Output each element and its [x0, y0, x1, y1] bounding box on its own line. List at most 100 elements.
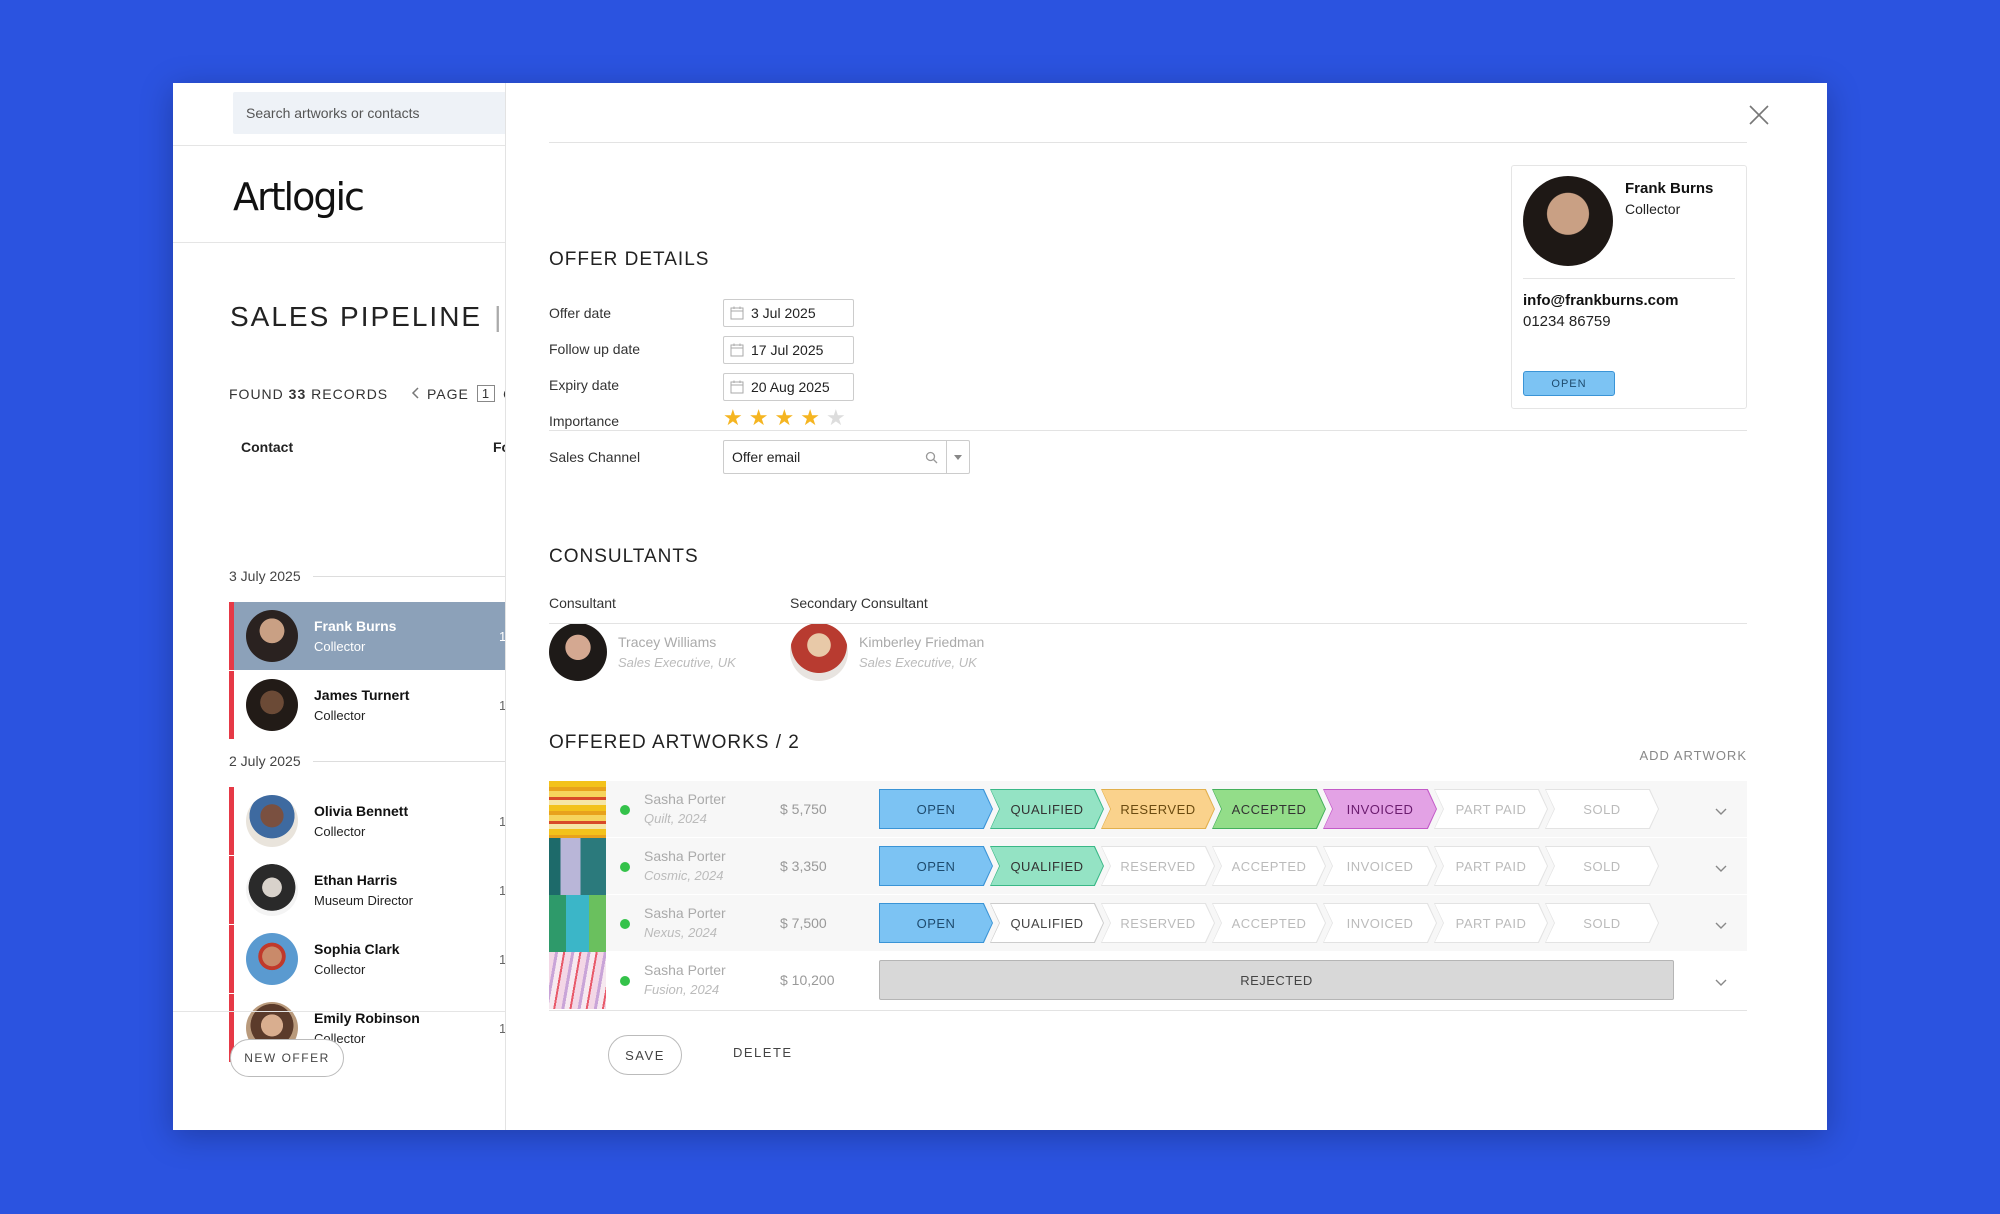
sales-channel-label: Sales Channel [549, 449, 641, 465]
offer-date-field[interactable]: 3 Jul 2025 [723, 299, 854, 327]
follow-up-value: 17 [499, 951, 506, 967]
stage-qualified[interactable]: QUALIFIED [990, 846, 1104, 886]
chevron-down-icon[interactable] [1715, 917, 1727, 935]
record-count: FOUND 33 RECORDS [229, 386, 388, 402]
stage-pipeline: OPEN QUALIFIED RESERVED ACCEPTED INVOICE… [879, 789, 1659, 829]
offered-artworks-heading: OFFERED ARTWORKS / 2 [549, 732, 800, 753]
artwork-title: Nexus, 2024 [644, 925, 717, 940]
stage-invoiced[interactable]: INVOICED [1323, 789, 1437, 829]
importance-rating[interactable]: ★ ★ ★ ★ ★ [723, 407, 846, 429]
chevron-left-icon[interactable] [411, 386, 419, 402]
stage-sold[interactable]: SOLD [1545, 789, 1659, 829]
add-artwork-button[interactable]: ADD ARTWORK [1639, 748, 1747, 763]
stage-sold[interactable]: SOLD [1545, 903, 1659, 943]
delete-button[interactable]: DELETE [733, 1045, 793, 1060]
chevron-down-icon[interactable] [1715, 860, 1727, 878]
title-separator: | [494, 301, 504, 332]
contact-status-button[interactable]: OPEN [1523, 371, 1615, 396]
avatar [246, 864, 298, 916]
close-icon[interactable] [1745, 101, 1773, 129]
date-group-header: 2 July 2025 [229, 753, 505, 769]
rejected-status[interactable]: REJECTED [879, 960, 1674, 1000]
divider [549, 623, 1747, 624]
contact-row[interactable]: Sophia Clark Collector 17 [229, 925, 506, 993]
follow-up-value: 17 [499, 1020, 506, 1036]
stage-accepted[interactable]: ACCEPTED [1212, 846, 1326, 886]
stage-pipeline: OPEN QUALIFIED RESERVED ACCEPTED INVOICE… [879, 846, 1659, 886]
date-group-label: 3 July 2025 [229, 568, 301, 584]
stage-reserved[interactable]: RESERVED [1101, 789, 1215, 829]
artwork-title: Quilt, 2024 [644, 811, 707, 826]
chevron-down-icon[interactable] [1715, 974, 1727, 992]
card-email[interactable]: info@frankburns.com [1523, 292, 1679, 309]
artwork-row[interactable]: Sasha Porter Quilt, 2024 $ 5,750 OPEN QU… [549, 781, 1747, 838]
contact-card: Frank Burns Collector info@frankburns.co… [1511, 165, 1747, 409]
divider [549, 430, 1747, 431]
stage-accepted[interactable]: ACCEPTED [1212, 903, 1326, 943]
stage-invoiced[interactable]: INVOICED [1323, 846, 1437, 886]
stage-invoiced[interactable]: INVOICED [1323, 903, 1437, 943]
consultant-label: Consultant [549, 595, 616, 611]
divider [173, 1011, 505, 1012]
artlogic-logo: Artlogic [233, 175, 365, 219]
secondary-consultant-label: Secondary Consultant [790, 595, 928, 611]
follow-up-value: 17 [499, 882, 506, 898]
column-header-follow-up[interactable]: Fo [493, 439, 505, 455]
stage-open[interactable]: OPEN [879, 789, 993, 829]
stage-part-paid[interactable]: PART PAID [1434, 789, 1548, 829]
column-header-contact[interactable]: Contact [241, 439, 294, 455]
stage-accepted[interactable]: ACCEPTED [1212, 789, 1326, 829]
search-input[interactable]: Search artworks or contacts [233, 92, 505, 134]
contact-row[interactable]: James Turnert Collector 17 [229, 671, 505, 739]
date-group-header: 3 July 2025 [229, 568, 505, 584]
page-next-cut: O [503, 386, 505, 402]
artwork-artist: Sasha Porter [644, 962, 726, 978]
contact-row[interactable]: Olivia Bennett Collector 17 [229, 787, 505, 855]
contact-row[interactable]: Ethan Harris Museum Director 17 [229, 856, 506, 924]
stage-reserved[interactable]: RESERVED [1101, 903, 1215, 943]
stage-open[interactable]: OPEN [879, 903, 993, 943]
star-icon[interactable]: ★ [723, 405, 743, 430]
new-offer-button[interactable]: NEW OFFER [230, 1039, 344, 1077]
star-icon[interactable]: ★ [774, 405, 795, 430]
expiry-date-field[interactable]: 20 Aug 2025 [723, 373, 854, 401]
stage-qualified[interactable]: QUALIFIED [990, 789, 1104, 829]
offer-detail-panel: OFFER DETAILS Offer date 3 Jul 2025 Foll… [507, 83, 1827, 1130]
sales-channel-select[interactable]: Offer email [723, 440, 970, 474]
offer-date-value: 3 Jul 2025 [751, 305, 816, 321]
artwork-row[interactable]: Sasha Porter Fusion, 2024 $ 10,200 REJEC… [549, 952, 1747, 1009]
card-contact-role: Collector [1625, 201, 1681, 217]
stage-part-paid[interactable]: PART PAID [1434, 846, 1548, 886]
save-button[interactable]: SAVE [608, 1035, 682, 1075]
star-icon[interactable]: ★ [748, 405, 769, 430]
star-icon[interactable]: ★ [825, 405, 846, 430]
page-label: PAGE [427, 385, 469, 402]
stage-pipeline: OPEN QUALIFIED RESERVED ACCEPTED INVOICE… [879, 903, 1659, 943]
offer-window: Search artworks or contacts Artlogic SAL… [173, 83, 1827, 1130]
stage-reserved[interactable]: RESERVED [1101, 846, 1215, 886]
chevron-down-icon[interactable] [947, 441, 969, 473]
star-icon[interactable]: ★ [800, 405, 820, 430]
stage-sold[interactable]: SOLD [1545, 846, 1659, 886]
stage-part-paid[interactable]: PART PAID [1434, 903, 1548, 943]
found-prefix: FOUND [229, 386, 284, 402]
stage-open[interactable]: OPEN [879, 846, 993, 886]
consultant-secondary[interactable]: Kimberley Friedman Sales Executive, UK [790, 623, 984, 681]
calendar-icon [730, 380, 744, 394]
contact-name: Frank Burns [314, 618, 397, 634]
card-phone: 01234 86759 [1523, 313, 1611, 330]
contact-role: Collector [314, 639, 366, 654]
stage-qualified[interactable]: QUALIFIED [990, 903, 1104, 943]
page-number-input[interactable]: 1 [476, 385, 496, 402]
follow-up-date-field[interactable]: 17 Jul 2025 [723, 336, 854, 364]
search-icon[interactable] [917, 441, 947, 473]
avatar [1523, 176, 1613, 266]
divider [173, 242, 505, 243]
follow-up-date-value: 17 Jul 2025 [751, 342, 824, 358]
consultant-primary[interactable]: Tracey Williams Sales Executive, UK [549, 623, 736, 681]
artwork-row[interactable]: Sasha Porter Nexus, 2024 $ 7,500 OPEN QU… [549, 895, 1747, 952]
chevron-down-icon[interactable] [1715, 803, 1727, 821]
artwork-row[interactable]: Sasha Porter Cosmic, 2024 $ 3,350 OPEN Q… [549, 838, 1747, 895]
avatar [246, 933, 298, 985]
contact-row[interactable]: Frank Burns Collector 17 [229, 602, 505, 670]
